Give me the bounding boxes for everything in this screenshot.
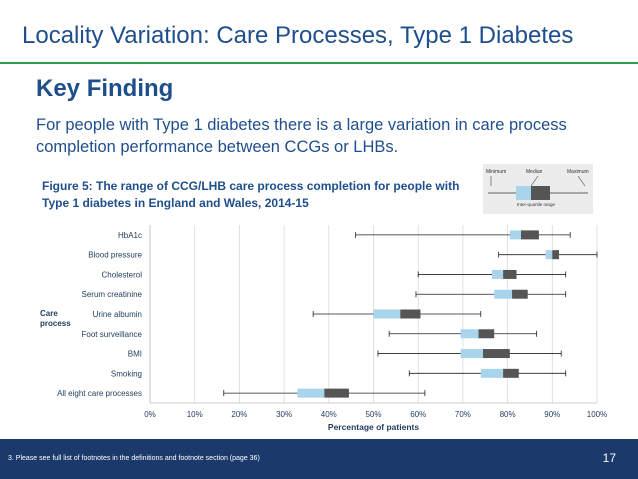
chart-marks [223,230,598,398]
y-axis-title-line1: Care [40,309,58,318]
x-tick-label: 10% [187,410,203,419]
category-label: Blood pressure [88,251,142,260]
x-tick-label: 40% [321,410,337,419]
x-tick-labels: 0% 10% 20% 30% 40% 50% 60% 70% 80% 90% 100% [144,410,607,419]
legend-q3-box [531,186,550,200]
category-label: HbA1c [118,231,142,240]
x-tick-label: 90% [544,410,560,419]
category-label: Foot surveillance [82,330,143,339]
boxplot-legend-graphic: Minimum Median Maximum Inter-quartile ra… [486,169,589,207]
x-tick-label: 0% [144,410,156,419]
box-lower-quartile [480,368,504,378]
category-label: Smoking [111,369,142,378]
box-lower-quartile [460,349,484,359]
title-divider [0,62,638,64]
box-upper-quartile [503,269,517,279]
boxplot-legend: Minimum Median Maximum Inter-quartile ra… [483,164,593,214]
footer-bar: 3. Please see full list of footnotes in … [0,439,638,479]
y-axis-title-line2: process [40,319,71,328]
slide-title: Locality Variation: Care Processes, Type… [22,22,574,49]
figure-caption: Figure 5: The range of CCG/LHB care proc… [42,179,460,210]
x-tick-label: 70% [455,410,471,419]
legend-q1-box [516,186,531,200]
box-upper-quartile [552,250,560,260]
box-lower-quartile [491,269,504,279]
category-label: Serum creatinine [82,290,143,299]
box-lower-quartile [545,250,553,260]
boxplot-chart: HbA1c Blood pressure Cholesterol Serum crea… [40,225,607,432]
box-lower-quartile [509,230,522,240]
box-lower-quartile [460,329,479,339]
footnote: 3. Please see full list of footnotes in … [8,455,260,462]
box-upper-quartile [324,388,349,398]
legend-minimum-label: Minimum [486,169,506,175]
legend-maximum-label: Maximum [567,169,589,175]
box-upper-quartile [503,368,519,378]
x-tick-label: 80% [500,410,516,419]
category-labels: HbA1c Blood pressure Cholesterol Serum crea… [57,231,142,398]
box-lower-quartile [494,289,513,299]
page-number: 17 [602,451,616,465]
category-label: Cholesterol [102,270,143,279]
key-finding-text: For people with Type 1 diabetes there is… [36,116,567,156]
box-upper-quartile [483,349,510,359]
legend-max-pointer [577,175,586,187]
box-lower-quartile [373,309,401,319]
box-upper-quartile [512,289,528,299]
x-axis-title: Percentage of patients [328,422,419,432]
category-label: BMI [128,350,142,359]
category-label: Urine albumin [93,310,142,319]
category-label: All eight care processes [57,389,142,398]
key-finding-heading: Key Finding [36,75,174,102]
box-lower-quartile [297,388,325,398]
legend-iqr-label: Inter-quartile range [517,202,556,207]
x-tick-label: 50% [365,410,381,419]
x-tick-label: 30% [276,410,292,419]
x-tick-label: 100% [587,410,607,419]
x-tick-label: 60% [410,410,426,419]
legend-median-pointer [530,175,539,187]
x-tick-label: 20% [231,410,247,419]
legend-median-label: Median [526,169,543,175]
box-upper-quartile [521,230,539,240]
box-upper-quartile [400,309,421,319]
box-upper-quartile [478,329,495,339]
